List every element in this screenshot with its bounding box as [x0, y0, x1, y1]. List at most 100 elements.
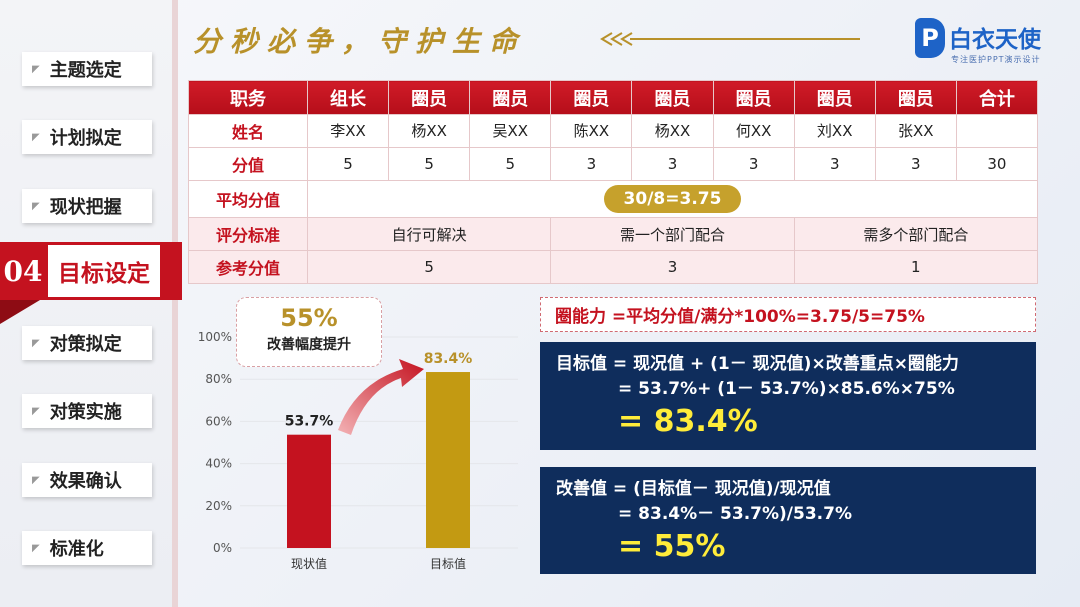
row-header: 平均分值 — [188, 179, 308, 219]
sidebar-item-standardize[interactable]: ◤ 标准化 — [22, 531, 152, 565]
table-cell: 3 — [712, 146, 795, 181]
table-cell: 需一个部门配合 — [550, 217, 795, 252]
target-value-box: 目标值 = 现况值 + (1－ 现况值)×改善重点×圈能力 = 53.7%+ (… — [540, 342, 1036, 450]
table-cell: 李XX — [306, 114, 390, 148]
table-cell: 30 — [955, 146, 1039, 181]
table-cell: 杨XX — [388, 114, 471, 148]
table-cell: 3 — [631, 146, 714, 181]
table-row-reference: 参考分值 5 3 1 — [188, 250, 1039, 284]
average-value-badge: 30/8=3.75 — [603, 184, 742, 213]
logo: P 白衣天使 专注医护PPT演示设计 — [915, 14, 1065, 70]
table-row-scores: 分值 5 5 5 3 3 3 3 3 30 — [188, 146, 1039, 181]
triangle-icon: ◤ — [32, 200, 40, 212]
bar — [287, 434, 331, 548]
target-formula-line: 目标值 = 现况值 + (1－ 现况值)×改善重点×圈能力 — [556, 354, 959, 374]
improvement-value-box: 改善值 = (目标值－ 现况值)/现况值 = 83.4%－ 53.7%)/53.… — [540, 467, 1036, 574]
table-header-cell: 圈员 — [469, 80, 552, 115]
data-label: 83.4% — [424, 351, 473, 367]
improvement-result: = 55% — [618, 529, 726, 564]
sidebar-item-target-active[interactable]: 04 目标设定 — [0, 242, 182, 300]
table-cell: 3 — [550, 250, 795, 284]
table-header-cell: 合计 — [955, 80, 1039, 115]
triangle-icon: ◤ — [32, 63, 40, 75]
sidebar-item-status[interactable]: ◤ 现状把握 — [22, 189, 152, 223]
average-cell: 30/8=3.75 — [307, 179, 1038, 219]
triangle-icon: ◤ — [32, 405, 40, 417]
table-cell: 5 — [306, 250, 552, 284]
y-tick-label: 0% — [213, 541, 232, 555]
target-result: = 83.4% — [618, 404, 758, 439]
sidebar-item-label: 目标设定 — [48, 245, 160, 297]
triangle-icon: ◤ — [32, 542, 40, 554]
y-tick-label: 60% — [205, 414, 232, 428]
sidebar-item-label: 效果确认 — [49, 471, 122, 492]
arrow-line-decoration — [600, 32, 860, 46]
sidebar-item-implementation[interactable]: ◤ 对策实施 — [22, 394, 152, 428]
chart-canvas: 0% 20% 40% 60% 80% 100% 53.7% 现状值 83.4% 目标值 — [198, 330, 518, 571]
y-tick-label: 80% — [205, 372, 232, 386]
sidebar-item-label: 主题选定 — [49, 60, 122, 81]
table-header-cell: 圈员 — [550, 80, 633, 115]
row-header: 姓名 — [188, 114, 308, 148]
table-cell: 自行可解决 — [306, 217, 552, 252]
table-cell: 3 — [793, 146, 876, 181]
row-header: 参考分值 — [188, 250, 308, 284]
improvement-callout: 55% 改善幅度提升 — [236, 297, 382, 367]
table-cell: 5 — [469, 146, 552, 181]
y-tick-label: 40% — [205, 457, 232, 471]
sidebar-item-plan[interactable]: ◤ 计划拟定 — [22, 120, 152, 154]
table-header-cell: 圈员 — [874, 80, 957, 115]
x-tick-label: 现状值 — [291, 556, 327, 571]
table-header-cell: 圈员 — [388, 80, 471, 115]
table-cell: 杨XX — [631, 114, 714, 148]
sidebar-item-label: 现状把握 — [49, 197, 122, 218]
table-header-cell: 组长 — [306, 80, 390, 115]
sidebar-item-label: 标准化 — [49, 539, 104, 560]
slogan-title: 分秒必争，守护生命 — [193, 25, 527, 58]
bar-chart: 0% 20% 40% 60% 80% 100% 53.7% 现状值 83.4% 目标值 55% 改… — [188, 295, 528, 585]
logo-title: 白衣天使 — [949, 27, 1041, 53]
improvement-label: 改善幅度提升 — [267, 337, 351, 353]
sidebar: ◤ 主题选定 ◤ 计划拟定 ◤ 现状把握 04 目标设定 ◤ 对策拟定 ◤ 对策… — [0, 0, 182, 607]
x-tick-label: 目标值 — [430, 556, 466, 571]
improvement-formula-substitution: = 83.4%－ 53.7%)/53.7% — [618, 504, 852, 524]
sidebar-item-label: 对策实施 — [49, 402, 122, 423]
sidebar-item-label: 对策拟定 — [49, 334, 122, 355]
bar — [426, 372, 470, 548]
section-number: 04 — [3, 254, 43, 288]
table-cell: 3 — [550, 146, 633, 181]
y-tick-label: 20% — [205, 499, 232, 513]
sidebar-item-label: 计划拟定 — [49, 128, 122, 149]
sidebar-item-topic-selection[interactable]: ◤ 主题选定 — [22, 52, 152, 86]
table-cell — [955, 114, 1039, 148]
table-row-average: 平均分值 30/8=3.75 — [188, 179, 1038, 219]
table-header-row: 职务 组长 圈员 圈员 圈员 圈员 圈员 圈员 圈员 合计 — [188, 80, 1039, 115]
sidebar-item-countermeasure[interactable]: ◤ 对策拟定 — [22, 326, 152, 360]
target-formula-substitution: = 53.7%+ (1－ 53.7%)×85.6%×75% — [618, 379, 955, 399]
table-cell: 5 — [388, 146, 471, 181]
table-cell: 张XX — [874, 114, 957, 148]
circle-ability-formula: 圈能力 =平均分值/满分*100%=3.75/5=75% — [540, 297, 1036, 332]
table-cell: 1 — [793, 250, 1039, 284]
table-cell: 5 — [306, 146, 390, 181]
table-header-cell: 职务 — [188, 80, 308, 115]
table-header-cell: 圈员 — [793, 80, 876, 115]
improvement-formula-line: 改善值 = (目标值－ 现况值)/现况值 — [556, 479, 831, 499]
triangle-icon: ◤ — [32, 337, 40, 349]
improvement-percent: 55% — [280, 304, 338, 332]
active-tab-fold — [0, 300, 40, 324]
row-header: 分值 — [188, 146, 308, 181]
table-cell: 何XX — [712, 114, 795, 148]
triangle-icon: ◤ — [32, 474, 40, 486]
table-cell: 需多个部门配合 — [793, 217, 1039, 252]
row-header: 评分标准 — [188, 217, 308, 252]
logo-subtitle: 专注医护PPT演示设计 — [951, 55, 1041, 64]
score-table: 职务 组长 圈员 圈员 圈员 圈员 圈员 圈员 圈员 合计 姓名 李XX 杨XX… — [188, 80, 1039, 284]
y-tick-label: 100% — [198, 330, 232, 344]
sidebar-item-effect[interactable]: ◤ 效果确认 — [22, 463, 152, 497]
table-cell: 陈XX — [550, 114, 633, 148]
table-header-cell: 圈员 — [631, 80, 714, 115]
table-row-criteria: 评分标准 自行可解决 需一个部门配合 需多个部门配合 — [188, 217, 1039, 252]
table-cell: 刘XX — [793, 114, 876, 148]
table-cell: 吴XX — [469, 114, 552, 148]
